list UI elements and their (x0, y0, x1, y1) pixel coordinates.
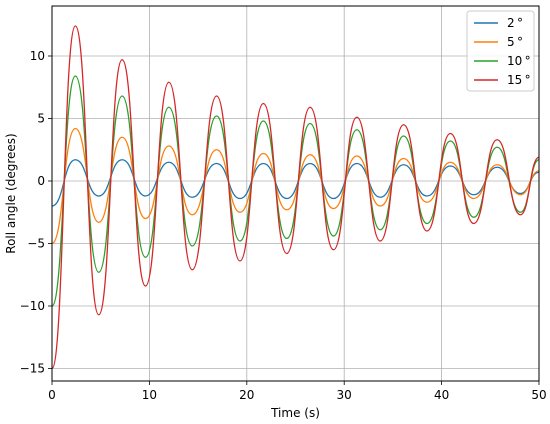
legend-entry-label: 10 ° (507, 54, 531, 68)
y-tick-label: −15 (20, 362, 45, 376)
x-tick-label: 40 (434, 388, 449, 402)
y-tick-label: −10 (20, 299, 45, 313)
legend-box (466, 10, 535, 92)
x-tick-label: 10 (142, 388, 157, 402)
legend: 2 ° 5 ° 10 ° 15 ° (466, 10, 535, 92)
y-tick-label: 0 (37, 174, 45, 188)
x-axis-label: Time (s) (270, 406, 320, 420)
x-tick-label: 20 (239, 388, 254, 402)
y-tick-label: −5 (27, 237, 45, 251)
x-tick-label: 50 (531, 388, 546, 402)
x-tick-label: 30 (337, 388, 352, 402)
legend-entry-label: 15 ° (507, 73, 531, 87)
legend-entry-label: 5 ° (507, 35, 523, 49)
series-line-3 (52, 25, 539, 370)
y-axis-label: Roll angle (degrees) (4, 133, 18, 253)
plot-frame (51, 5, 540, 382)
x-tick-label: 0 (48, 388, 56, 402)
y-axis-ticks: −15 −10 −5 0 5 10 (20, 49, 52, 376)
legend-entry-label: 2 ° (507, 16, 523, 30)
y-tick-label: 5 (37, 112, 45, 126)
x-axis-ticks: 0 10 20 30 40 50 (48, 381, 547, 402)
y-tick-label: 10 (30, 49, 45, 63)
series-line-1 (52, 127, 539, 245)
series-lines (52, 25, 539, 370)
